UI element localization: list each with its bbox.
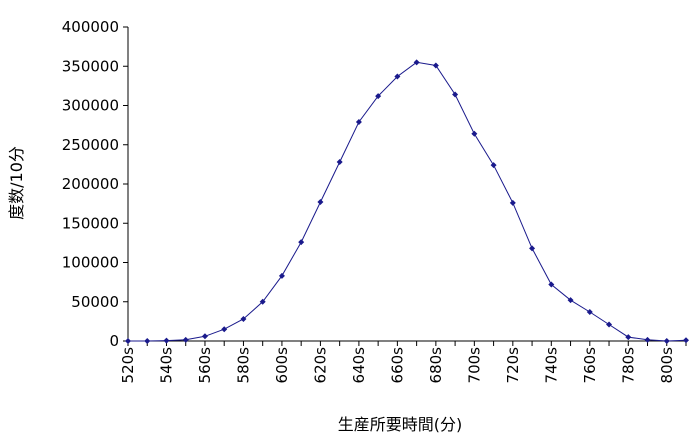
- data-point: [298, 239, 305, 246]
- data-point: [567, 297, 574, 304]
- x-tick-label: 640s: [350, 347, 368, 384]
- data-point: [663, 338, 670, 344]
- x-tick-label: 600s: [273, 347, 291, 384]
- x-tick-label: 780s: [619, 347, 637, 384]
- x-tick-label: 760s: [581, 347, 599, 384]
- data-point: [683, 337, 689, 344]
- data-point: [144, 338, 151, 344]
- data-point: [432, 62, 439, 69]
- data-point: [548, 281, 555, 288]
- data-point: [125, 338, 131, 344]
- y-tick-label: 100000: [62, 254, 119, 272]
- data-point: [355, 118, 362, 125]
- x-tick-label: 700s: [465, 347, 483, 384]
- x-axis-title: 生産所要時間(分): [338, 415, 463, 434]
- data-point: [529, 245, 536, 252]
- data-point: [644, 336, 651, 343]
- data-point: [452, 91, 459, 98]
- data-point: [413, 59, 420, 66]
- y-tick-label: 350000: [62, 57, 119, 75]
- y-axis: 0 50000 100000 150000 200000 250000 300000 3500…: [62, 18, 129, 350]
- y-tick-label: 150000: [62, 214, 119, 232]
- y-tick-label: 400000: [62, 18, 119, 36]
- x-tick-label: 680s: [427, 347, 445, 384]
- data-point: [394, 73, 401, 80]
- x-tick-label: 620s: [311, 347, 329, 384]
- data-point: [336, 159, 343, 166]
- data-point: [490, 162, 497, 169]
- data-point: [509, 199, 516, 206]
- x-tick-label: 540s: [157, 347, 175, 384]
- x-tick-label: 660s: [388, 347, 406, 384]
- data-point: [221, 326, 228, 333]
- data-point: [259, 298, 266, 305]
- plot-area: [125, 59, 689, 344]
- x-tick-label: 720s: [504, 347, 522, 384]
- x-tick-label: 740s: [542, 347, 560, 384]
- data-point: [606, 321, 613, 328]
- data-point: [240, 316, 247, 323]
- y-tick-label: 0: [109, 332, 119, 350]
- series-line: [128, 61, 687, 342]
- y-tick-label: 300000: [62, 97, 119, 115]
- x-tick-label: 800s: [658, 347, 676, 384]
- data-point: [163, 337, 170, 344]
- data-point: [586, 308, 593, 315]
- x-tick-label: 560s: [196, 347, 214, 384]
- x-tick-label: 580s: [234, 347, 252, 384]
- data-point: [201, 333, 208, 340]
- data-point: [278, 272, 285, 279]
- data-point: [375, 93, 382, 100]
- data-point: [317, 199, 324, 206]
- data-point: [182, 336, 189, 343]
- y-tick-label: 50000: [71, 293, 119, 311]
- data-point: [471, 130, 478, 137]
- x-tick-label: 520s: [119, 347, 137, 384]
- x-axis: 520s 540s 560s 580s 600s 620s 640s 660s 680s 700s…: [119, 340, 687, 384]
- data-point: [625, 334, 632, 341]
- y-axis-title: 度数/10分: [7, 146, 26, 220]
- y-tick-label: 200000: [62, 175, 119, 193]
- y-tick-label: 250000: [62, 136, 119, 154]
